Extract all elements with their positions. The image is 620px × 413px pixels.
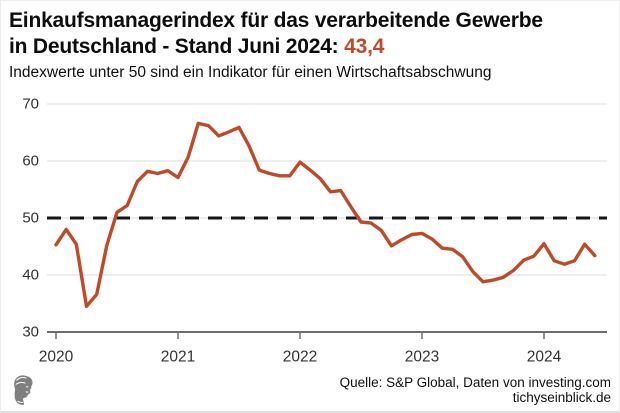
- y-tick-label-70: 70: [22, 96, 39, 113]
- chart-subtitle: Indexwerte unter 50 sind ein Indikator f…: [9, 64, 492, 81]
- source-line: Quelle: S&P Global, Daten von investing.…: [339, 375, 611, 390]
- chart-title-line2: in Deutschland - Stand Juni 2024: 43,4: [9, 35, 384, 58]
- y-tick-label-60: 60: [22, 153, 39, 170]
- source-attribution: Quelle: S&P Global, Daten von investing.…: [340, 375, 611, 405]
- x-tick-label-2022: 2022: [283, 349, 317, 366]
- x-tick-label-2020: 2020: [39, 349, 74, 366]
- pmi-line-chart: 2020 2021 2022 2023 2024 30 40 50 60 70: [22, 96, 607, 366]
- source-site: tichyseinblick.de: [512, 390, 611, 405]
- x-tick-label-2024: 2024: [527, 349, 562, 366]
- y-tick-label-40: 40: [22, 267, 39, 284]
- chart-title-line2-prefix: in Deutschland - Stand Juni 2024:: [9, 35, 345, 58]
- chart-header: Einkaufsmanagerindex für das verarbeiten…: [1, 1, 619, 89]
- y-tick-label-50: 50: [22, 210, 39, 227]
- y-tick-label-30: 30: [22, 324, 39, 341]
- x-tick-label-2023: 2023: [405, 349, 439, 366]
- pmi-series-line: [54, 121, 597, 308]
- chart-title-current-value: 43,4: [344, 35, 385, 58]
- chart-title: Einkaufsmanagerindex für das verarbeiten…: [9, 8, 611, 60]
- chart-area: 2020 2021 2022 2023 2024 30 40 50 60 70: [1, 89, 619, 374]
- tichys-einblick-logo-icon: [14, 375, 33, 405]
- x-tick-label-2021: 2021: [161, 349, 195, 366]
- chart-title-line1: Einkaufsmanagerindex für das verarbeiten…: [9, 9, 543, 32]
